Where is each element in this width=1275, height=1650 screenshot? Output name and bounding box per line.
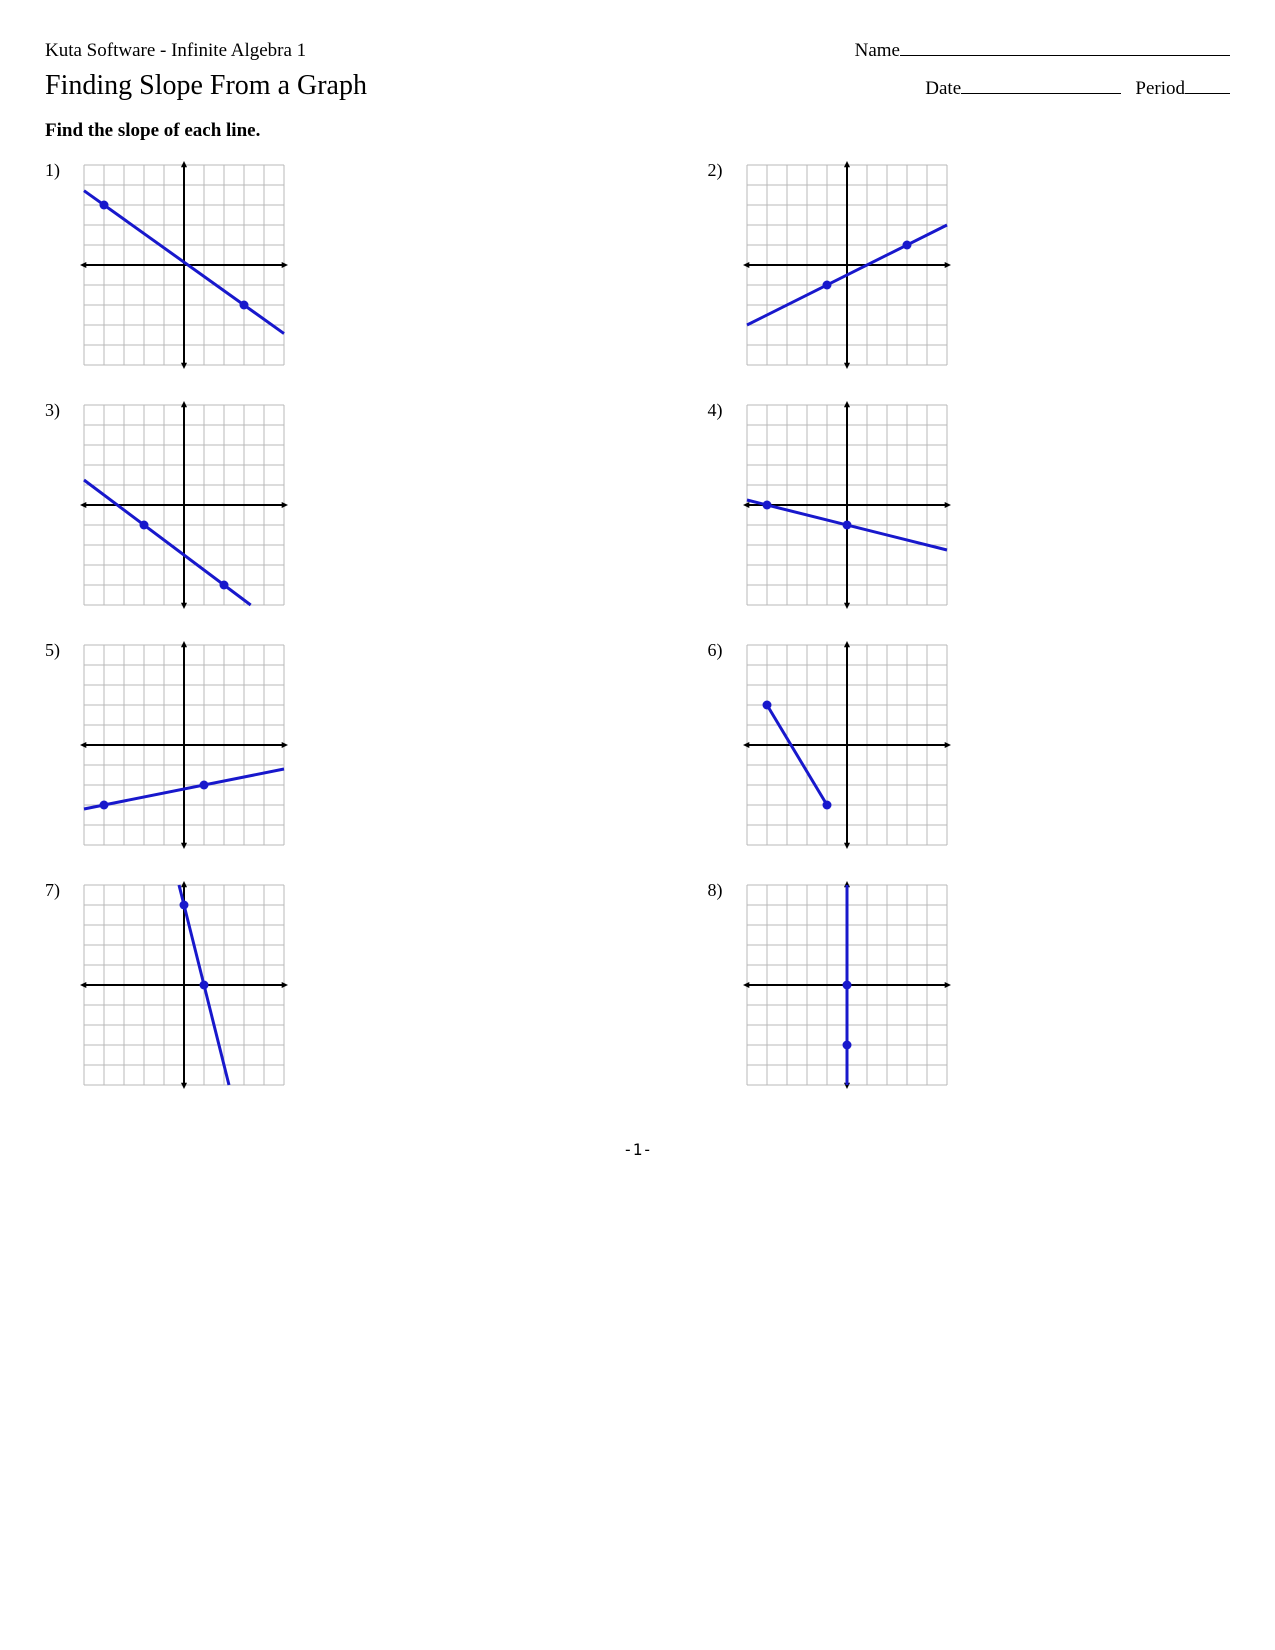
problem: 3): [45, 400, 568, 610]
problem-number: 7): [45, 880, 69, 901]
problem-number: 3): [45, 400, 69, 421]
problem: 4): [708, 400, 1231, 610]
coordinate-graph: [742, 400, 952, 610]
coordinate-graph: [742, 640, 952, 850]
name-label: Name: [855, 40, 900, 61]
problem: 5): [45, 640, 568, 850]
problem: 8): [708, 880, 1231, 1090]
coordinate-graph: [742, 160, 952, 370]
coordinate-graph: [79, 400, 289, 610]
software-name: Kuta Software - Infinite Algebra 1: [45, 40, 306, 62]
worksheet-title: Finding Slope From a Graph: [45, 70, 367, 102]
coordinate-graph: [79, 880, 289, 1090]
problem-number: 4): [708, 400, 732, 421]
instructions: Find the slope of each line.: [45, 120, 1230, 142]
problem: 6): [708, 640, 1231, 850]
date-label: Date: [925, 78, 961, 99]
page-number: -1-: [45, 1140, 1230, 1159]
problem: 1): [45, 160, 568, 370]
problem-number: 6): [708, 640, 732, 661]
date-period-fields: Date Period: [925, 78, 1230, 100]
name-field: Name: [855, 40, 1230, 62]
coordinate-graph: [79, 160, 289, 370]
problem-number: 5): [45, 640, 69, 661]
date-blank[interactable]: [961, 93, 1121, 94]
problem-number: 8): [708, 880, 732, 901]
name-blank[interactable]: [900, 55, 1230, 56]
period-label: Period: [1135, 78, 1185, 99]
coordinate-graph: [79, 640, 289, 850]
problem: 7): [45, 880, 568, 1090]
problem-number: 1): [45, 160, 69, 181]
problem: 2): [708, 160, 1231, 370]
problems-grid: 1) 2) 3) 4) 5) 6) 7) 8): [45, 160, 1230, 1090]
period-blank[interactable]: [1185, 93, 1230, 94]
coordinate-graph: [742, 880, 952, 1090]
problem-number: 2): [708, 160, 732, 181]
